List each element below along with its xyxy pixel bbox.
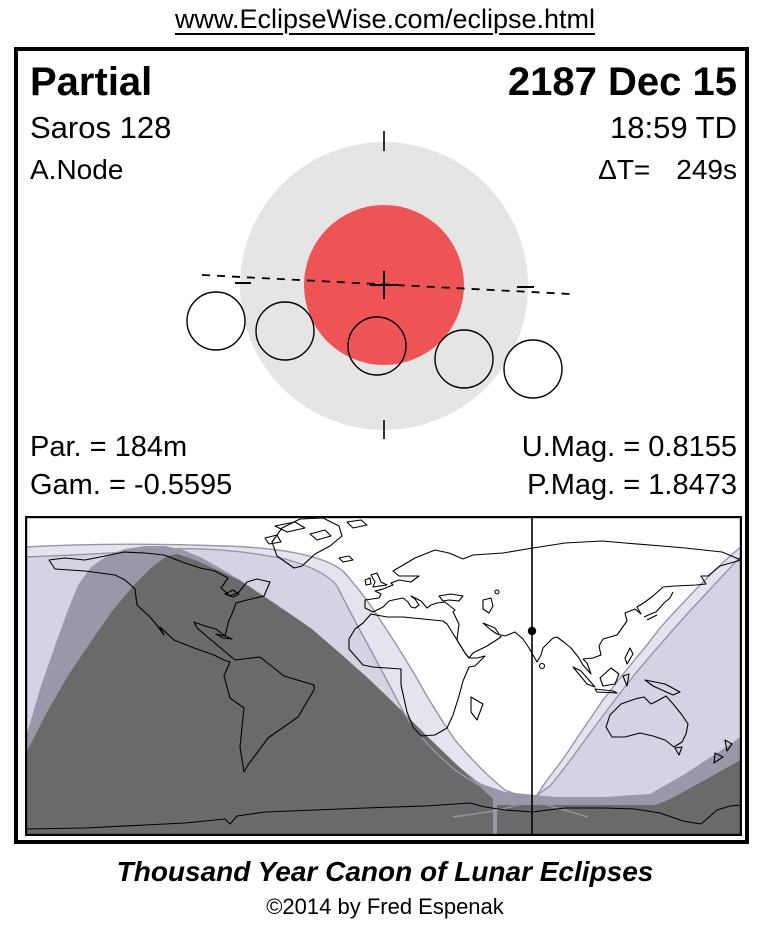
- arctic-islands: [264, 519, 368, 545]
- sri-lanka: [538, 662, 546, 670]
- west-light-band: [25, 544, 533, 801]
- umbral-magnitude-stat: U.Mag. = 0.8155: [521, 431, 737, 463]
- black-sea: [438, 593, 464, 602]
- madagascar: [470, 696, 484, 721]
- iceland: [338, 555, 354, 563]
- philippines: [624, 647, 634, 665]
- cuba: [215, 633, 233, 640]
- moon-position-1: [186, 291, 246, 351]
- bottom-medium-strip: [465, 736, 742, 805]
- west-dark-dome: [25, 554, 493, 836]
- sulawesi: [622, 673, 630, 687]
- great-lakes: [224, 589, 240, 598]
- moon-outlines: [186, 291, 563, 399]
- eclipse-type-label: Partial: [30, 60, 153, 104]
- center-cross: [370, 271, 398, 299]
- sublunar-point-dot: [527, 626, 537, 636]
- visibility-world-map: [25, 516, 742, 836]
- moon-position-3: [347, 316, 407, 376]
- java: [594, 688, 618, 694]
- node-label: A.Node: [30, 154, 124, 185]
- eclipse-time: 18:59 TD: [610, 110, 737, 145]
- delta-t-value: 249s: [676, 154, 737, 185]
- delta-t-row: ΔT= 249s: [598, 154, 737, 186]
- partial-duration-stat: Par. = 184m: [30, 431, 188, 463]
- delta-t-label: ΔT=: [598, 154, 651, 185]
- eurasia-outline: [364, 540, 742, 675]
- shadow-diagram: [186, 131, 571, 439]
- tasmania: [674, 746, 683, 756]
- saros-label: Saros 128: [30, 110, 172, 145]
- site-url-link[interactable]: www.EclipseWise.com/eclipse.html: [174, 4, 596, 34]
- antarctica-coast: [25, 802, 742, 830]
- sumatra: [572, 666, 596, 688]
- east-lavender-region: [533, 546, 742, 836]
- eclipse-date: 2187 Dec 15: [507, 60, 737, 104]
- caspian-sea: [482, 597, 494, 614]
- greenland: [271, 517, 343, 569]
- moon-position-4: [434, 329, 494, 389]
- new-zealand: [713, 739, 733, 764]
- british-isles: [364, 572, 388, 588]
- japan: [643, 591, 674, 621]
- copyright-line: ©2014 by Fred Espenak: [266, 894, 504, 919]
- penumbral-magnitude-stat: P.Mag. = 1.8473: [527, 469, 737, 501]
- continent-outlines: [25, 517, 742, 830]
- africa-outline: [348, 613, 486, 737]
- moon-position-2: [255, 301, 315, 361]
- gamma-stat: Gam. = -0.5595: [30, 469, 233, 501]
- east-light-band: [533, 546, 742, 801]
- moon-position-5: [503, 339, 563, 399]
- borneo: [599, 667, 620, 687]
- new-guinea: [644, 679, 681, 696]
- aral-sea: [494, 589, 500, 595]
- australia-outline: [605, 695, 689, 748]
- map-border: [25, 516, 742, 836]
- series-title: Thousand Year Canon of Lunar Eclipses: [116, 856, 654, 887]
- americas-outline: [48, 551, 315, 773]
